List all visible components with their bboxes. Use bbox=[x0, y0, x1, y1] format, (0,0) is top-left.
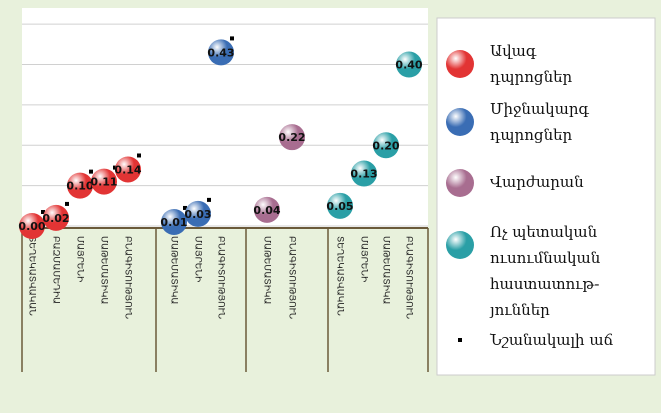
legend-marker bbox=[446, 108, 474, 136]
significance-mark bbox=[41, 210, 45, 214]
x-tick-label: ՄԱՅՐԵՆԻ bbox=[75, 236, 85, 282]
value-label: 0.00 bbox=[18, 220, 45, 233]
bubble bbox=[373, 132, 399, 159]
bubble bbox=[254, 196, 280, 223]
significance-mark bbox=[183, 205, 187, 210]
bubble bbox=[19, 213, 45, 239]
legend-label: Միջնակարգ դպրոցներ bbox=[490, 100, 589, 144]
bubble bbox=[67, 172, 93, 199]
value-label: 0.20 bbox=[372, 139, 399, 152]
x-tick-label: ԲՆԱԳԻՏՈՒԹՅՈՒՆ bbox=[287, 236, 297, 320]
x-tick-label: ԲՆԱԳԻՏՈՒԹՅՈՒՆ bbox=[216, 236, 226, 320]
x-tick-label: ՄԱԹԵՄԱՏԻԿԱ bbox=[262, 236, 272, 305]
bubble bbox=[43, 204, 69, 231]
significance-mark bbox=[207, 197, 211, 202]
bubble bbox=[327, 192, 353, 219]
bubble bbox=[115, 156, 141, 183]
x-tick-label: ԲՆԱԳԻՏՈՒԹՅՈՒՆ bbox=[123, 236, 133, 320]
value-label: 0.14 bbox=[114, 163, 141, 176]
significance-mark bbox=[89, 169, 93, 174]
legend-marker bbox=[458, 338, 462, 342]
value-label: 0.03 bbox=[184, 208, 211, 221]
value-label: 0.43 bbox=[207, 46, 234, 59]
x-tick-label: ԲԱԶՄԱՄԵԴԻԱ bbox=[51, 236, 61, 304]
value-label: 0.13 bbox=[350, 168, 377, 181]
bubble bbox=[161, 208, 187, 235]
bubble bbox=[351, 160, 377, 187]
legend-label: Նշանակալի աճ bbox=[489, 331, 614, 349]
bubble bbox=[185, 200, 211, 227]
significance-mark bbox=[137, 153, 141, 158]
value-label: 0.11 bbox=[90, 176, 117, 189]
value-label: 0.10 bbox=[66, 180, 93, 193]
legend-marker bbox=[446, 231, 474, 259]
significance-mark bbox=[113, 165, 117, 170]
legend-label: Վարժարան bbox=[490, 173, 584, 191]
value-label: 0.40 bbox=[395, 59, 422, 72]
x-tick-label: ԲՆԱԳԻՏՈՒԹՅՈՒՆ bbox=[404, 236, 414, 320]
value-label: 0.04 bbox=[253, 204, 280, 217]
x-tick-label: ՏԵՂԵԿԱՏՎԱԿԱՆ bbox=[335, 236, 345, 316]
significance-mark bbox=[230, 36, 234, 41]
significance-mark bbox=[65, 201, 69, 206]
legend-label: Ոչ պետական ուսումնական հաստատութ-յուններ bbox=[489, 223, 601, 319]
x-tick-label: ՄԱԹԵՄԱՏԻԿԱ bbox=[169, 236, 179, 305]
value-label: 0.01 bbox=[160, 216, 187, 229]
bubble bbox=[396, 51, 422, 78]
legend-label: Ավագ դպրոցներ bbox=[490, 42, 573, 86]
x-tick-label: ՏԵՂԵԿԱՏՎԱԿԱՆ bbox=[27, 236, 37, 316]
value-label: 0.22 bbox=[278, 131, 305, 144]
legend-box bbox=[436, 17, 656, 376]
x-tick-label: ՄԱԹԵՄԱՏԻԿԱ bbox=[99, 236, 109, 305]
bubble bbox=[91, 168, 117, 195]
legend-marker bbox=[446, 169, 474, 197]
x-tick-label: ՄԱԹԵՄԱՏԻԿԱ bbox=[381, 236, 391, 305]
legend-marker bbox=[446, 50, 474, 78]
bubble bbox=[208, 39, 234, 66]
bubble bbox=[279, 124, 305, 151]
value-label: 0.02 bbox=[42, 212, 69, 225]
x-tick-label: ՄԱՅՐԵՆԻ bbox=[193, 236, 203, 282]
x-tick-label: ՄԱՅՐԵՆԻ bbox=[359, 236, 369, 282]
value-label: 0.05 bbox=[326, 200, 353, 213]
